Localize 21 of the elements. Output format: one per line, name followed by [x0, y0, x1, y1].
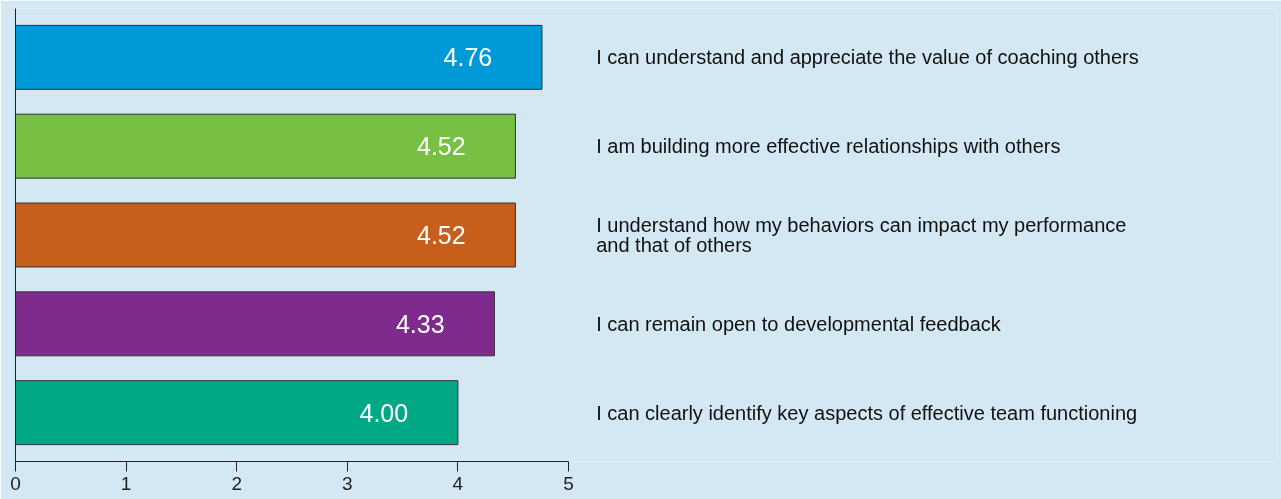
y-tick-label: I can remain open to developmental feedback: [596, 312, 1002, 335]
data-label: 4.52: [416, 132, 466, 161]
y-tick-label: I can understand and appreciate the value of coaching others: [596, 46, 1139, 69]
x-tick-label: 5: [563, 472, 574, 494]
x-tick-label: 0: [10, 472, 21, 494]
x-tick-label: 2: [231, 472, 242, 494]
x-tick-label: 1: [120, 472, 132, 494]
data-label: 4.00: [359, 398, 409, 427]
y-tick-label: I understand how my behaviors can impact my performance and that of others: [596, 213, 1127, 257]
data-label: 4.76: [443, 43, 493, 72]
bar: [15, 24, 543, 90]
bar: [15, 113, 516, 179]
bar: [15, 380, 459, 446]
bar: [15, 291, 495, 357]
y-tick-label: I am building more effective relationships with others: [596, 135, 1061, 158]
bar: [15, 202, 516, 268]
data-label: 4.33: [395, 309, 445, 338]
data-label: 4.52: [416, 221, 466, 249]
y-tick-label: I can clearly identify key aspects of effective team functioning: [596, 401, 1138, 424]
x-tick-label: 4: [452, 472, 464, 494]
x-tick-label: 3: [342, 472, 353, 494]
